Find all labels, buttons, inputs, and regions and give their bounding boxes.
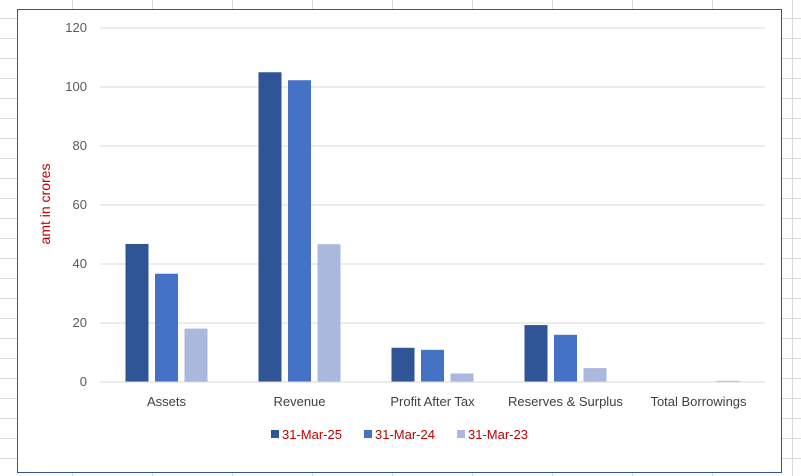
bars — [125, 72, 740, 382]
x-category-label: Revenue — [273, 394, 325, 409]
bar — [288, 80, 311, 382]
legend-label: 31-Mar-24 — [375, 427, 435, 442]
bar — [583, 368, 607, 382]
legend-swatch — [457, 430, 465, 438]
bar — [554, 334, 577, 382]
x-category-label: Reserves & Surplus — [508, 394, 623, 409]
y-axis-label: amt in crores — [37, 164, 53, 245]
bar — [391, 347, 415, 382]
y-tick-label: 100 — [65, 79, 87, 94]
bar — [184, 328, 208, 382]
y-tick-label: 80 — [73, 138, 87, 153]
y-tick-label: 20 — [73, 315, 87, 330]
legend-label: 31-Mar-23 — [468, 427, 528, 442]
y-tick-labels: 0 20 40 60 80 100 120 — [65, 20, 87, 389]
legend-swatch — [364, 430, 372, 438]
bar — [421, 349, 444, 382]
bar — [155, 273, 178, 382]
bar — [258, 72, 282, 382]
bar — [450, 373, 474, 382]
y-tick-label: 60 — [73, 197, 87, 212]
bar — [524, 325, 548, 382]
gridlines — [100, 27, 765, 324]
bar — [317, 244, 341, 382]
x-category-label: Assets — [147, 394, 187, 409]
x-category-label: Profit After Tax — [390, 394, 475, 409]
bar — [125, 243, 149, 382]
legend-label: 31-Mar-25 — [282, 427, 342, 442]
legend-swatch — [271, 430, 279, 438]
y-tick-label: 0 — [80, 374, 87, 389]
y-tick-label: 120 — [65, 20, 87, 35]
bar — [716, 380, 740, 382]
y-tick-label: 40 — [73, 256, 87, 271]
x-category-labels: Assets Revenue Profit After Tax Reserves & … — [147, 394, 747, 409]
legend: 31-Mar-25 31-Mar-24 31-Mar-23 — [271, 427, 528, 442]
chart-frame — [17, 9, 782, 473]
x-category-label: Total Borrowings — [650, 394, 747, 409]
